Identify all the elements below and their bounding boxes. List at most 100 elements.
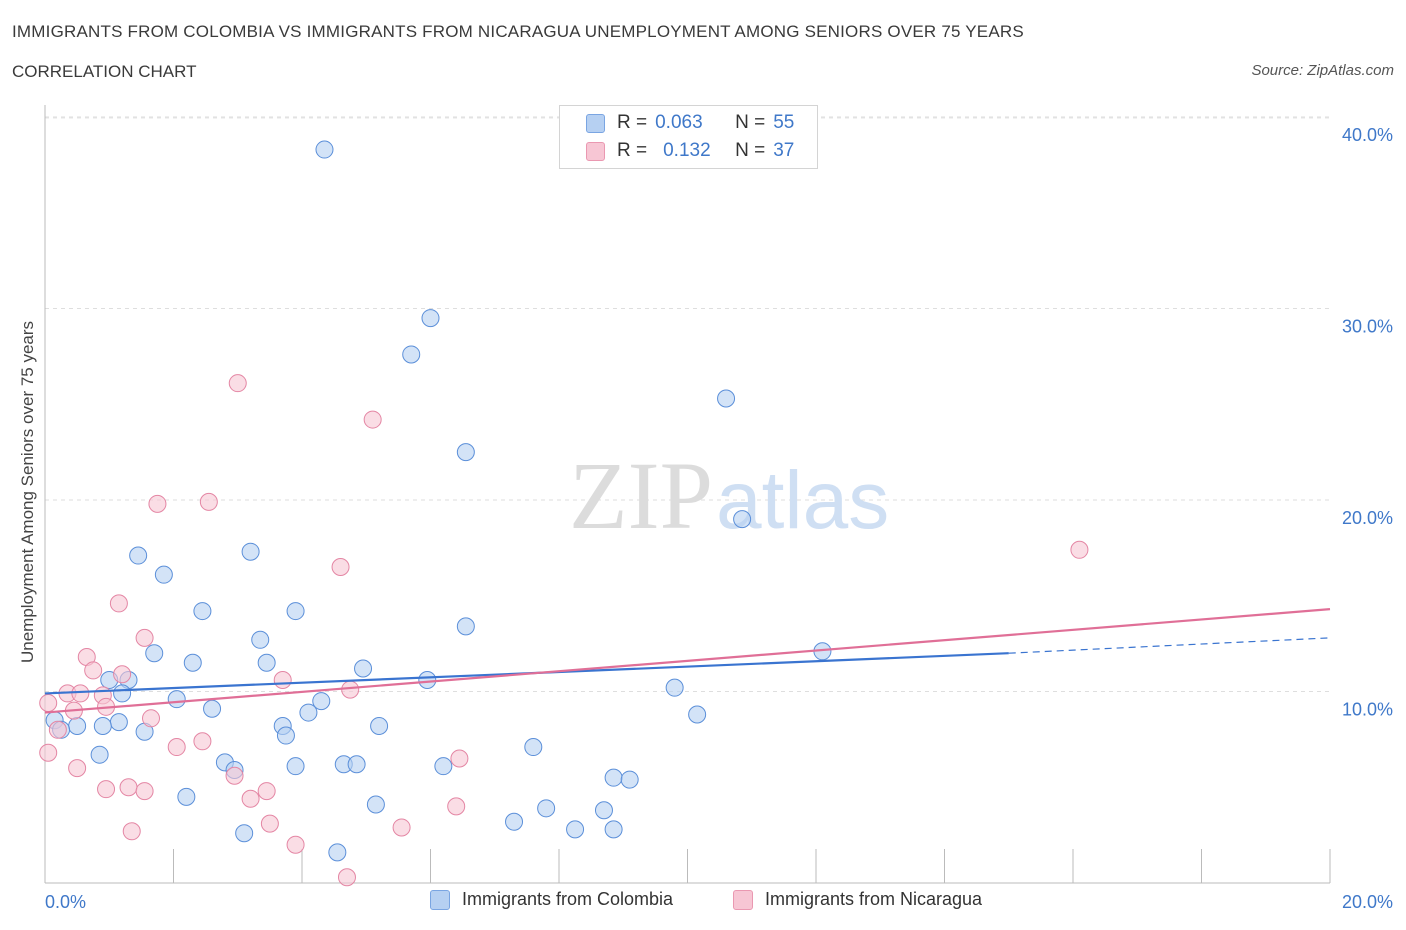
data-points xyxy=(39,140,1089,887)
x-tick-label: 0.0% xyxy=(45,892,86,912)
colombia-trend-extension xyxy=(1008,637,1331,654)
colombia-point xyxy=(299,703,318,722)
chart-subtitle: CORRELATION CHART xyxy=(12,62,197,81)
nicaragua-point xyxy=(363,410,382,429)
colombia-point xyxy=(524,738,543,757)
nicaragua-point xyxy=(447,797,466,816)
y-tick-label: 30.0% xyxy=(1342,317,1393,337)
grid-lines xyxy=(45,116,1330,692)
nicaragua-point xyxy=(122,822,141,841)
nicaragua-point xyxy=(225,766,244,785)
nicaragua-point xyxy=(39,693,58,712)
nicaragua-trend-line xyxy=(44,608,1331,714)
colombia-point xyxy=(456,617,475,636)
colombia-point xyxy=(257,653,276,672)
legend-item-colombia[interactable]: Immigrants from Colombia xyxy=(430,889,673,910)
colombia-point xyxy=(312,692,331,711)
nicaragua-point xyxy=(48,720,67,739)
colombia-point xyxy=(354,659,373,678)
nicaragua-point xyxy=(241,789,260,808)
watermark-zip: ZIP xyxy=(569,442,713,549)
colombia-point xyxy=(456,443,475,462)
nicaragua-point xyxy=(148,494,167,513)
nicaragua-point xyxy=(228,374,247,393)
r-label: R = xyxy=(617,140,648,161)
colombia-point xyxy=(90,745,109,764)
nicaragua-point xyxy=(109,594,128,613)
colombia-point xyxy=(604,768,623,787)
colombia-point xyxy=(733,510,752,529)
colombia-point xyxy=(145,644,164,663)
nicaragua-point xyxy=(135,782,154,801)
nicaragua-point xyxy=(331,558,350,577)
nicaragua-point xyxy=(260,814,279,833)
legend-label: Immigrants from Nicaragua xyxy=(765,889,983,909)
colombia-point xyxy=(717,389,736,408)
y-tick-label: 20.0% xyxy=(1342,508,1393,528)
n-label: N = xyxy=(735,112,766,133)
nicaragua-point xyxy=(84,661,103,680)
r-label: R = xyxy=(617,112,648,133)
stats-row-colombia: R = 0.063 N = 55 xyxy=(586,110,794,136)
r-value: 0.063 xyxy=(655,112,703,133)
nicaragua-point xyxy=(257,782,276,801)
n-value: 37 xyxy=(773,140,795,161)
x-tick-label: 20.0% xyxy=(1342,892,1393,912)
trend-lines xyxy=(44,608,1331,714)
nicaragua-swatch xyxy=(586,141,605,161)
nicaragua-point xyxy=(135,628,154,647)
nicaragua-point xyxy=(392,818,411,837)
stats-row-nicaragua: R = 0.132 N = 37 xyxy=(586,138,794,164)
colombia-point xyxy=(286,757,305,776)
colombia-point xyxy=(129,546,148,565)
colombia-legend-swatch xyxy=(430,889,450,910)
colombia-point xyxy=(366,795,385,814)
colombia-point xyxy=(604,820,623,839)
colombia-point xyxy=(594,801,613,820)
colombia-point xyxy=(235,824,254,843)
colombia-point xyxy=(537,799,556,818)
nicaragua-point xyxy=(97,780,116,799)
colombia-point xyxy=(241,542,260,561)
nicaragua-point xyxy=(450,749,469,768)
n-label: N = xyxy=(735,140,766,161)
colombia-point xyxy=(68,716,87,735)
nicaragua-point xyxy=(68,759,87,778)
colombia-point xyxy=(203,699,222,718)
nicaragua-point xyxy=(167,738,186,757)
r-value: 0.132 xyxy=(663,140,711,161)
colombia-swatch xyxy=(586,113,605,133)
colombia-point xyxy=(418,671,437,690)
legend-item-nicaragua[interactable]: Immigrants from Nicaragua xyxy=(733,889,982,910)
colombia-point xyxy=(328,843,347,862)
nicaragua-legend-swatch xyxy=(733,889,753,910)
y-tick-label: 10.0% xyxy=(1342,700,1393,720)
source-label: Source: ZipAtlas.com xyxy=(1251,62,1394,79)
nicaragua-point xyxy=(286,835,305,854)
colombia-point xyxy=(167,690,186,709)
nicaragua-point xyxy=(119,778,138,797)
colombia-point xyxy=(109,713,128,732)
nicaragua-point xyxy=(39,743,58,762)
colombia-point xyxy=(370,716,389,735)
colombia-point xyxy=(402,345,421,364)
colombia-point xyxy=(620,770,639,789)
nicaragua-point xyxy=(113,665,132,684)
nicaragua-point xyxy=(199,492,218,511)
watermark-atlas: atlas xyxy=(716,455,889,546)
colombia-point xyxy=(665,678,684,697)
y-tick-labels: 10.0% 20.0% 30.0% 40.0% xyxy=(1342,125,1393,720)
nicaragua-point xyxy=(273,671,292,690)
colombia-point xyxy=(286,602,305,621)
x-tick-labels: 0.0% 20.0% xyxy=(45,892,1393,912)
y-tick-label: 40.0% xyxy=(1342,125,1393,145)
n-value: 55 xyxy=(773,112,795,133)
colombia-point xyxy=(421,309,440,328)
colombia-point xyxy=(566,820,585,839)
colombia-point xyxy=(154,565,173,584)
nicaragua-point xyxy=(142,709,161,728)
colombia-point xyxy=(688,705,707,724)
colombia-point xyxy=(193,602,212,621)
colombia-point xyxy=(177,787,196,806)
